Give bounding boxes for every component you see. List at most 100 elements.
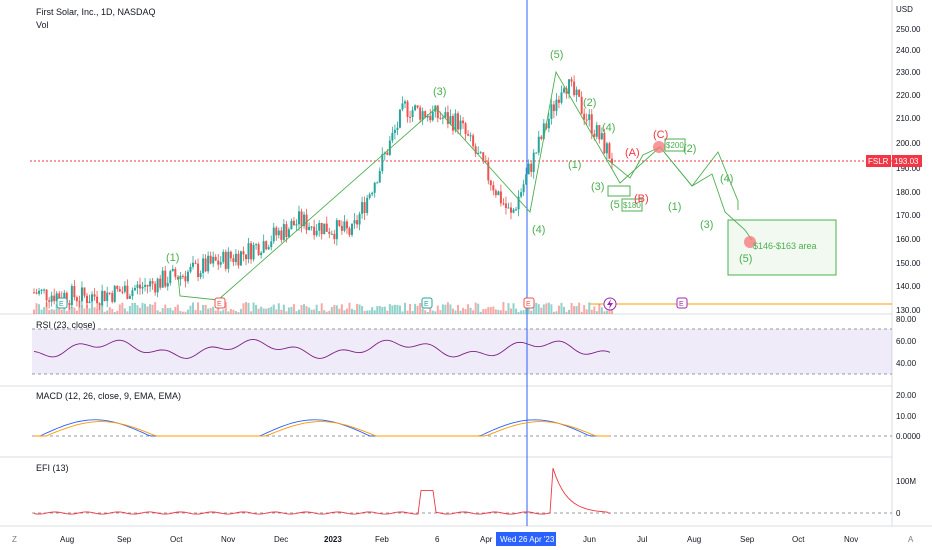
candle-body — [550, 104, 553, 119]
time-tick: 6 — [435, 535, 440, 544]
candle-body — [454, 113, 457, 131]
volume-bar — [197, 302, 200, 314]
earnings-marker[interactable]: E — [214, 297, 226, 309]
candle-body — [45, 289, 48, 301]
volume-bar — [472, 310, 475, 314]
candle-body — [605, 143, 608, 154]
time-tick: Oct — [170, 535, 183, 544]
volume-bar — [204, 304, 207, 314]
time-tick: Aug — [60, 535, 74, 544]
svg-text:E: E — [217, 301, 222, 308]
time-tick: Jul — [637, 535, 647, 544]
dividend-icon[interactable] — [603, 297, 617, 311]
volume-bar — [164, 304, 167, 314]
candle-body — [459, 120, 462, 130]
candle-body — [507, 207, 510, 209]
earnings-marker[interactable]: E — [523, 297, 535, 309]
volume-bar — [224, 302, 227, 314]
earnings-marker[interactable]: E — [676, 297, 688, 309]
earnings-marker[interactable]: E — [56, 297, 68, 309]
candle-body — [229, 251, 232, 259]
wave-label: (3) — [700, 219, 713, 231]
volume-bar — [593, 306, 596, 314]
svg-text:FSLR: FSLR — [868, 157, 889, 166]
volume-bar — [366, 310, 369, 314]
volume-bar — [209, 308, 212, 314]
volume-bar — [156, 310, 159, 314]
volume-bar — [416, 305, 419, 314]
volume-bar — [325, 311, 328, 314]
auto-scale-button[interactable]: A — [908, 535, 914, 544]
svg-text:E: E — [679, 301, 684, 308]
candle-body — [494, 190, 497, 196]
volume-bar — [570, 302, 573, 314]
time-tick: Jun — [583, 535, 596, 544]
candle-body — [588, 114, 591, 120]
price-tick: 200.00 — [896, 139, 921, 148]
volume-bar — [469, 307, 472, 314]
candle-body — [361, 202, 364, 214]
target-200-label: $200 — [666, 141, 684, 150]
volume-bar — [383, 306, 386, 314]
wave-label: (2) — [683, 143, 696, 155]
candle-body — [328, 231, 331, 234]
candle-body — [479, 152, 482, 154]
wave-label: (3) — [591, 181, 604, 193]
rsi-band — [32, 329, 892, 374]
volume-bar — [343, 310, 346, 314]
volume-bar — [537, 304, 540, 314]
volume-bar — [530, 310, 533, 314]
rsi-tick: 80.00 — [896, 315, 917, 324]
candle-body — [65, 292, 68, 304]
price-axis[interactable]: 250.00 240.00 230.00 220.00 210.00 200.0… — [896, 25, 921, 315]
candle-body — [426, 115, 429, 118]
volume-bar — [378, 305, 381, 314]
volume-bar — [222, 309, 225, 314]
volume-bar — [474, 302, 477, 314]
zoom-reset-button[interactable]: Z — [12, 535, 17, 544]
time-axis[interactable]: Aug Sep Oct Nov Dec 2023 Feb 6 Apr Jun J… — [60, 535, 858, 544]
candle-body — [275, 227, 278, 236]
volume-bar — [227, 311, 230, 314]
candle-body — [608, 143, 611, 159]
candle-body — [222, 251, 225, 263]
volume-bar — [381, 306, 384, 314]
candle-body — [181, 275, 184, 277]
candle-body — [575, 89, 578, 96]
volume-bar — [512, 303, 515, 314]
volume-bar — [171, 310, 174, 314]
volume-bar — [33, 309, 35, 314]
volume-bar — [358, 304, 361, 314]
volume-bar — [252, 302, 255, 314]
candle-body — [287, 229, 290, 238]
volume-bar — [555, 311, 558, 314]
volume-bar — [434, 311, 437, 314]
candle-body — [280, 230, 283, 240]
volume-bar — [136, 305, 139, 314]
candle-body — [323, 223, 326, 235]
volume-bar — [477, 303, 480, 314]
volume-bar — [270, 306, 273, 314]
candle-body — [585, 119, 588, 121]
volume-bar — [63, 305, 66, 314]
candle-body — [154, 283, 157, 293]
candle-body — [270, 241, 273, 248]
candle-body — [179, 275, 182, 280]
volume-bar — [484, 308, 487, 314]
candle-body — [207, 255, 210, 272]
volume-bar — [308, 307, 311, 314]
candle-body — [436, 105, 439, 119]
volume-bar — [298, 309, 300, 314]
candle-body — [35, 292, 38, 294]
volume-bar — [262, 308, 265, 314]
candle-body — [610, 158, 613, 164]
candle-body — [353, 220, 356, 224]
volume-bar — [60, 309, 63, 314]
volume-bar — [542, 304, 545, 314]
candle-body — [159, 278, 162, 288]
volume-bar — [305, 306, 308, 314]
volume-bar — [404, 302, 406, 314]
earnings-marker[interactable]: E — [421, 297, 433, 309]
candle-body — [33, 292, 35, 294]
